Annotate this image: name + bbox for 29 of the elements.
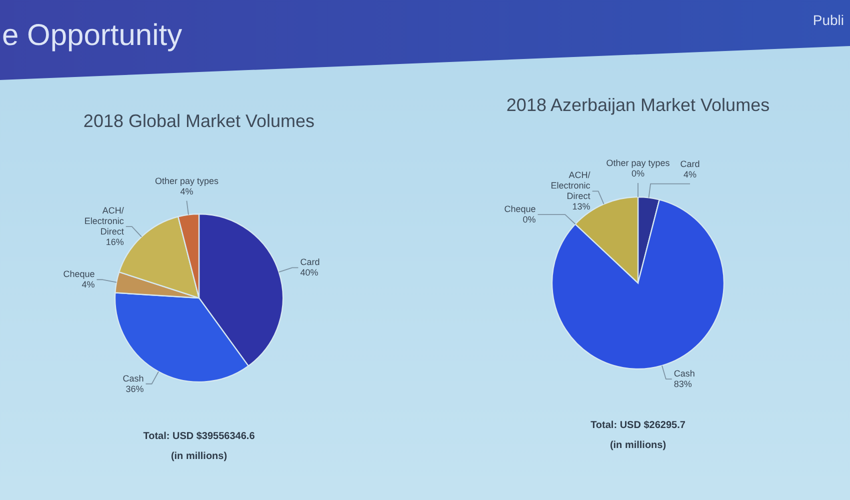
text: (in millions) <box>170 450 228 463</box>
text: Total: USD $26295.7 <box>590 419 686 432</box>
data-label: 4% <box>180 186 194 196</box>
slice-label: Other pay types <box>154 176 219 186</box>
data-label: 16% <box>106 237 124 248</box>
slice-label: Cheque <box>63 269 95 280</box>
data-label: 4% <box>684 169 697 180</box>
data-label: 4% <box>82 280 95 290</box>
slice-label: ACH/ Electronic Direct <box>550 170 591 202</box>
text: e Opportunity <box>2 18 182 54</box>
text: 0% <box>631 168 645 178</box>
slice-label: ACH/ Electronic Direct <box>84 206 124 237</box>
text: (in millions) <box>610 439 666 452</box>
category-label: Other pay types <box>606 158 670 168</box>
data-label: 36% <box>126 384 144 394</box>
text: 0% <box>522 214 536 225</box>
pie-slice <box>551 199 725 370</box>
slice-label: Card <box>680 158 700 169</box>
slice-label: Cash <box>122 373 144 384</box>
slice-label: Card <box>300 257 320 268</box>
data-label: 40% <box>300 268 318 278</box>
data-label: 83% <box>674 379 692 390</box>
text: Publi <box>812 12 844 29</box>
text: Total: USD $39556346.6 <box>143 430 255 443</box>
data-label: 13% <box>572 202 590 212</box>
category-label: Cheque <box>504 204 536 214</box>
chart-title: 2018 Azerbaijan Market Volumes <box>506 94 770 116</box>
chart-title: 2018 Global Market Volumes <box>83 110 315 132</box>
slice-label: Cash <box>674 368 695 379</box>
